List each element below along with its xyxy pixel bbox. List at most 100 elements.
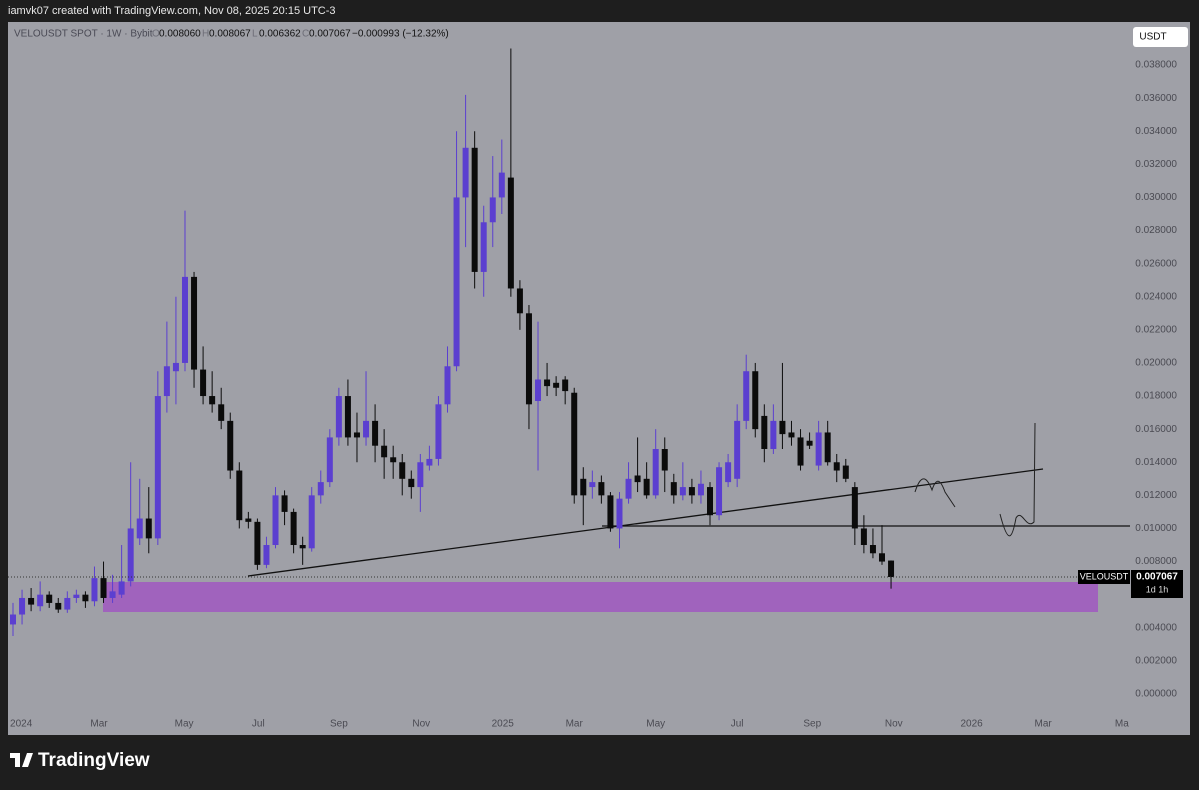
candle-body: [797, 437, 804, 466]
currency-button[interactable]: [1133, 27, 1188, 47]
candle-body: [788, 432, 795, 438]
candle-body: [363, 420, 370, 438]
candle-body: [136, 518, 143, 539]
candle-body: [154, 396, 161, 539]
candle-body: [842, 465, 849, 479]
candle-body: [381, 445, 388, 458]
candle-body: [806, 440, 813, 446]
candle-body: [344, 396, 351, 438]
last-price-box: [1131, 570, 1183, 599]
x-tick-label: Sep: [803, 719, 821, 730]
x-tick-label: 2024: [10, 719, 33, 730]
candle-body: [308, 495, 315, 549]
ohlc-value: 0.006362: [259, 29, 301, 40]
candle-body: [661, 449, 668, 471]
candle-body: [28, 597, 35, 605]
y-tick-label: 0.028000: [1135, 225, 1177, 236]
candle-body: [679, 487, 686, 496]
candle-body: [408, 478, 415, 488]
y-tick-label: 0.000000: [1135, 689, 1177, 700]
candle-body: [326, 437, 333, 483]
ohlc-legend: O 0.008060 H 0.008067 L 0.006362 C 0.007067: [152, 29, 351, 40]
y-tick-label: 0.004000: [1135, 622, 1177, 633]
candle-body: [734, 420, 741, 479]
candle-body: [191, 276, 198, 370]
ohlc-key: O: [152, 29, 160, 40]
candle-body: [562, 379, 569, 392]
candle-body: [697, 483, 704, 496]
candle-body: [46, 594, 53, 603]
last-price-label: 0.007067: [1136, 572, 1178, 583]
candle-body: [634, 475, 641, 483]
candle-body: [580, 478, 587, 496]
candle-body: [888, 560, 895, 578]
ohlc-value: 0.008067: [209, 29, 251, 40]
candle-body: [770, 420, 777, 450]
candle-body: [299, 545, 306, 549]
candle-body: [390, 457, 397, 463]
drawings: [103, 422, 1130, 612]
ohlc-key: H: [202, 29, 209, 40]
candle-body: [64, 597, 71, 610]
y-tick-label: 0.036000: [1135, 93, 1177, 104]
x-tick-label: May: [646, 719, 665, 730]
candle-body: [353, 432, 360, 438]
candle-body: [462, 147, 469, 198]
candle-body: [263, 545, 270, 565]
candle-body: [91, 578, 98, 602]
candle-body: [127, 528, 134, 582]
projection-scribble: [999, 422, 1036, 537]
candles: [10, 48, 895, 637]
candle-body: [498, 172, 505, 198]
candle-body: [100, 578, 107, 598]
candle-body: [172, 362, 179, 372]
y-tick-label: 0.014000: [1135, 457, 1177, 468]
candle-body: [824, 432, 831, 463]
brand: TradingView: [10, 750, 150, 771]
candle-body: [833, 462, 840, 471]
candle-body: [73, 594, 80, 598]
candle-body: [553, 382, 560, 388]
candle-body: [227, 420, 234, 471]
candle-body: [860, 528, 867, 546]
candle-body: [652, 449, 659, 496]
y-tick-label: 0.010000: [1135, 523, 1177, 534]
ohlc-key: C: [302, 29, 309, 40]
candle-body: [163, 366, 170, 397]
candle-body: [372, 420, 379, 446]
candle-body: [109, 591, 116, 598]
candle-body: [200, 369, 207, 397]
ohlc-value: 0.008060: [159, 29, 201, 40]
candle-body: [55, 602, 62, 610]
x-tick-label: 2025: [492, 719, 515, 730]
y-tick-label: 0.002000: [1135, 656, 1177, 667]
candle-body: [37, 594, 44, 607]
y-tick-label: 0.018000: [1135, 391, 1177, 402]
ohlc-value: 0.007067: [309, 29, 351, 40]
candle-body: [752, 371, 759, 430]
candle-body: [480, 222, 487, 272]
y-tick-label: 0.022000: [1135, 324, 1177, 335]
y-tick-label: 0.034000: [1135, 126, 1177, 137]
candle-body: [507, 177, 514, 289]
candle-body: [743, 371, 750, 421]
candle-body: [317, 482, 324, 496]
author-line: iamvk07 created with TradingView.com, No…: [8, 5, 336, 17]
candle-body: [82, 594, 89, 602]
candle-body: [209, 396, 216, 405]
x-tick-label: May: [175, 719, 194, 730]
x-tick-label: Jul: [252, 719, 265, 730]
candle-body: [869, 545, 876, 554]
candle-body: [525, 313, 532, 405]
ohlc-key: L: [252, 29, 258, 40]
candle-body: [688, 487, 695, 496]
currency-label[interactable]: USDT: [1139, 32, 1166, 43]
candle-body: [725, 462, 732, 483]
y-tick-label: 0.032000: [1135, 159, 1177, 170]
y-tick-label: 0.026000: [1135, 258, 1177, 269]
candle-body: [471, 147, 478, 272]
candle-body: [589, 482, 596, 488]
x-tick-label: Sep: [330, 719, 348, 730]
x-tick-label: Jul: [731, 719, 744, 730]
